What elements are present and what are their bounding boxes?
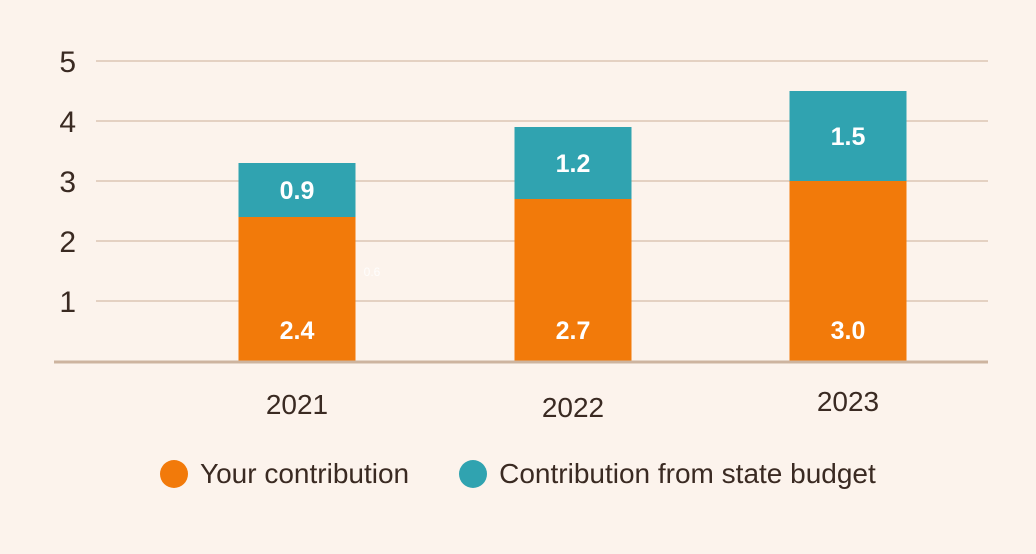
x-tick-label-2021: 2021	[266, 389, 328, 420]
data-label-2023-series-0: 3.0	[831, 317, 866, 345]
legend-item-state-budget: Contribution from state budget	[459, 458, 876, 490]
stray-data-label: 0.6	[364, 265, 381, 279]
y-tick-label-5: 5	[59, 46, 76, 79]
bar-2021-series-1	[238, 163, 356, 217]
data-label-2022-series-1: 1.2	[556, 150, 591, 178]
data-label-2022-series-0: 2.7	[556, 317, 591, 345]
x-tick-label-2023: 2023	[817, 386, 879, 417]
y-tick-label-3: 3	[59, 166, 76, 199]
legend-label-your-contribution: Your contribution	[200, 458, 410, 489]
y-tick-label-2: 2	[59, 226, 76, 259]
legend-item-your-contribution: Your contribution	[160, 458, 409, 490]
stacked-bar-chart: 1 2 3 4 5 2.4 0.9 2021 2.7 1.2 2022 3.0 1.5 2023 0.6	[54, 46, 988, 423]
bar-2022-series-1	[514, 127, 632, 199]
bar-2021-series-0	[238, 217, 356, 361]
legend: Your contribution Contribution from stat…	[160, 458, 926, 490]
legend-swatch-state-budget	[459, 460, 488, 488]
x-tick-label-2022: 2022	[542, 392, 604, 423]
legend-label-state-budget: Contribution from state budget	[499, 458, 876, 489]
data-label-2023-series-1: 1.5	[831, 123, 866, 151]
bar-2022-series-0	[514, 199, 632, 361]
data-label-2021-series-0: 2.4	[280, 317, 315, 345]
data-label-2021-series-1: 0.9	[280, 177, 315, 205]
y-tick-label-4: 4	[59, 106, 76, 139]
legend-swatch-your-contribution	[160, 460, 188, 488]
bar-2023-series-1	[789, 91, 907, 181]
y-tick-label-1: 1	[59, 286, 76, 319]
bar-2023-series-0	[789, 181, 907, 361]
